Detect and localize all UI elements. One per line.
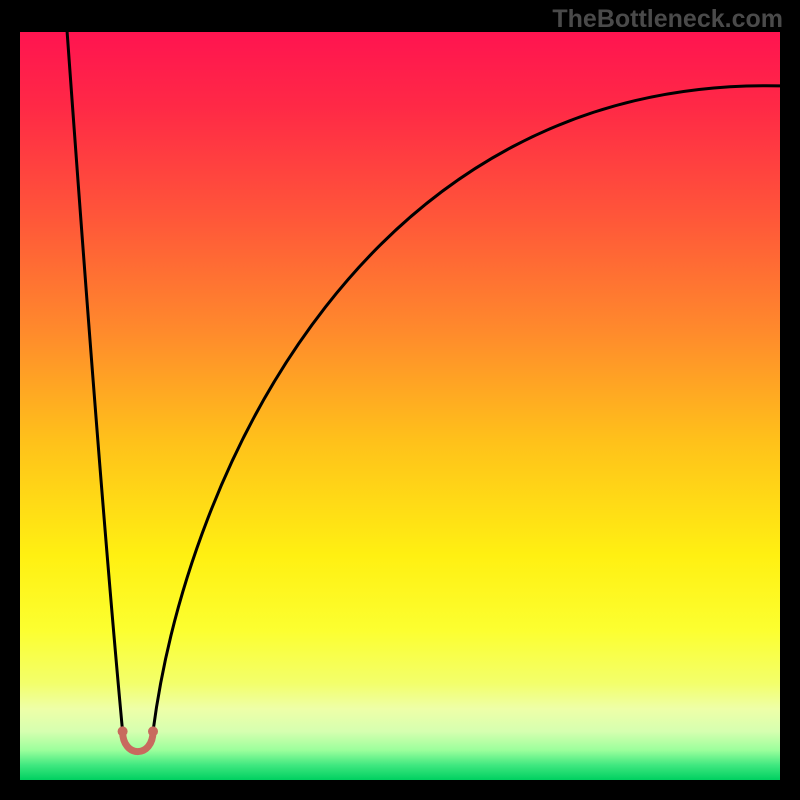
plot-svg bbox=[20, 32, 780, 780]
plot-area bbox=[20, 32, 780, 780]
gradient-background bbox=[20, 32, 780, 780]
chart-root: TheBottleneck.com bbox=[0, 0, 800, 800]
watermark-text: TheBottleneck.com bbox=[552, 5, 783, 34]
